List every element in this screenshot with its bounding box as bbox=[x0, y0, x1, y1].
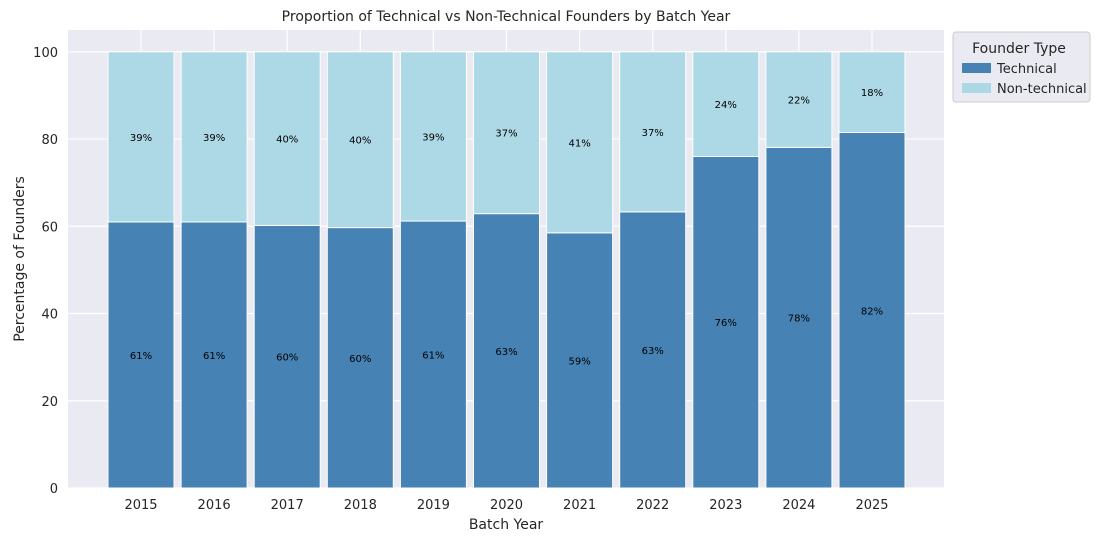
bar-value-label: 41% bbox=[568, 138, 590, 149]
bar-value-label: 37% bbox=[642, 128, 664, 139]
x-tick-label: 2023 bbox=[709, 498, 742, 513]
x-tick-label: 2017 bbox=[271, 498, 304, 513]
bar-value-label: 76% bbox=[715, 318, 737, 329]
bar-value-label: 60% bbox=[276, 353, 298, 364]
bar-technical-2023 bbox=[692, 155, 760, 489]
bar-non-technical-2020 bbox=[473, 51, 540, 215]
bar-value-label: 61% bbox=[422, 351, 444, 362]
bar-labels: 61% 39% 61% 39% 60% 40% 60% 40% 61% 39% 63% 37% 59% 4… bbox=[130, 88, 883, 367]
bar-technical-2021 bbox=[546, 232, 614, 489]
bar-value-label: 39% bbox=[203, 133, 225, 144]
bar-value-label: 60% bbox=[349, 354, 371, 365]
bar-value-label: 59% bbox=[568, 356, 590, 367]
bar-technical-2017 bbox=[253, 224, 321, 489]
x-tick-label: 2019 bbox=[417, 498, 450, 513]
bar-non-technical-2025 bbox=[838, 51, 906, 134]
legend-title: Founder Type bbox=[972, 41, 1066, 57]
bar-non-technical-2017 bbox=[253, 51, 321, 226]
bar-value-label: 78% bbox=[788, 314, 810, 325]
bar-technical-2016 bbox=[180, 221, 248, 489]
bar-technical-2022 bbox=[619, 211, 687, 489]
bars bbox=[107, 51, 906, 489]
bar-non-technical-2015 bbox=[107, 51, 175, 223]
x-tick-label: 2015 bbox=[124, 498, 157, 513]
bar-value-label: 82% bbox=[861, 306, 883, 317]
bar-value-label: 37% bbox=[495, 129, 517, 140]
bar-non-technical-2023 bbox=[692, 51, 760, 157]
legend-label-non-technical: Non-technical bbox=[997, 82, 1087, 97]
bar-value-label: 24% bbox=[715, 100, 737, 111]
legend-swatch-non-technical bbox=[962, 83, 991, 93]
x-tick-label: 2018 bbox=[344, 498, 377, 513]
bar-value-label: 61% bbox=[203, 351, 225, 362]
x-tick-label: 2022 bbox=[636, 498, 669, 513]
legend: Founder Type Technical Non-technical bbox=[952, 31, 1091, 103]
bar-technical-2015 bbox=[107, 221, 175, 489]
bar-value-label: 40% bbox=[276, 135, 298, 146]
y-axis-ticks: 0 20 40 60 80 100 bbox=[33, 46, 58, 497]
bar-technical-2019 bbox=[399, 220, 467, 489]
x-tick-label: 2024 bbox=[782, 498, 815, 513]
bar-non-technical-2016 bbox=[180, 51, 248, 223]
x-tick-label: 2020 bbox=[490, 498, 523, 513]
bar-non-technical-2021 bbox=[546, 51, 614, 234]
legend-swatch-technical bbox=[962, 63, 991, 73]
bar-non-technical-2018 bbox=[326, 51, 394, 229]
x-axis-ticks: 2015 2016 2017 2018 2019 2020 2021 2022 2023 2024… bbox=[124, 498, 888, 513]
bar-value-label: 39% bbox=[422, 132, 444, 143]
bar-technical-2020 bbox=[473, 213, 540, 489]
bar-value-label: 18% bbox=[861, 88, 883, 99]
bar-technical-2024 bbox=[765, 146, 833, 489]
y-tick-label: 0 bbox=[50, 482, 58, 497]
y-axis-label: Percentage of Founders bbox=[12, 176, 28, 342]
bar-technical-2018 bbox=[326, 227, 394, 489]
bar-non-technical-2024 bbox=[765, 51, 833, 148]
y-tick-label: 80 bbox=[41, 133, 58, 148]
x-tick-label: 2021 bbox=[563, 498, 596, 513]
y-tick-label: 40 bbox=[41, 308, 58, 323]
bar-non-technical-2019 bbox=[399, 51, 467, 222]
y-tick-label: 60 bbox=[41, 220, 58, 235]
y-tick-label: 100 bbox=[33, 46, 58, 61]
bar-value-label: 63% bbox=[495, 347, 517, 358]
bar-value-label: 40% bbox=[349, 136, 371, 147]
bar-non-technical-2022 bbox=[619, 51, 687, 213]
bar-value-label: 61% bbox=[130, 351, 152, 362]
bar-value-label: 63% bbox=[642, 346, 664, 357]
x-tick-label: 2016 bbox=[198, 498, 231, 513]
legend-label-technical: Technical bbox=[996, 62, 1057, 77]
y-tick-label: 20 bbox=[41, 395, 58, 410]
bar-technical-2025 bbox=[838, 132, 906, 489]
chart-title: Proportion of Technical vs Non-Technical… bbox=[282, 9, 731, 25]
bar-value-label: 39% bbox=[130, 133, 152, 144]
x-axis-label: Batch Year bbox=[469, 517, 544, 533]
x-tick-label: 2025 bbox=[855, 498, 888, 513]
bar-value-label: 22% bbox=[788, 96, 810, 107]
